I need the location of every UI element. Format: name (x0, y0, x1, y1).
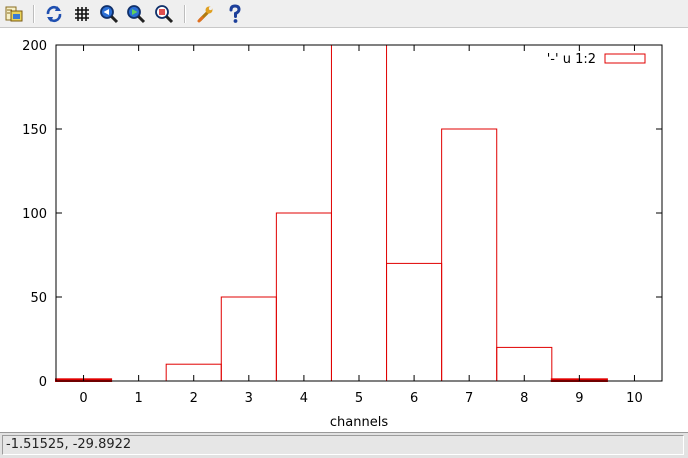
help-icon[interactable] (224, 3, 246, 25)
plot-canvas[interactable]: 0 1 2 3 4 5 6 7 8 9 10 0 50 100 150 200 channels '-' u … (0, 28, 688, 432)
x-tick-label: 0 (79, 391, 87, 406)
histogram-bar (220, 296, 277, 382)
autoscale-icon[interactable] (153, 3, 175, 25)
y-tick-label: 150 (22, 123, 47, 138)
replot-icon[interactable] (43, 3, 65, 25)
histogram-bar (441, 128, 498, 382)
x-tick-label: 10 (626, 391, 643, 406)
x-tick-label: 5 (355, 391, 363, 406)
grid-icon[interactable] (71, 3, 93, 25)
x-tick-label: 9 (575, 391, 583, 406)
status-bar: -1.51525, -29.8922 (0, 432, 688, 458)
legend-swatch (604, 53, 646, 64)
histogram-bar (275, 212, 332, 382)
coordinates-readout: -1.51525, -29.8922 (2, 435, 684, 455)
y-tick-label: 100 (22, 207, 47, 222)
plot-frame (55, 44, 663, 382)
toolbar (0, 0, 688, 28)
x-tick-label: 7 (465, 391, 473, 406)
x-tick-label: 1 (134, 391, 142, 406)
legend-label: '-' u 1:2 (547, 52, 596, 67)
x-axis-label: channels (330, 415, 388, 430)
y-tick-label: 50 (30, 291, 47, 306)
x-tick-label: 3 (245, 391, 253, 406)
zoom-previous-icon[interactable] (98, 3, 120, 25)
histogram-bar (330, 44, 388, 382)
settings-wrench-icon[interactable] (195, 3, 217, 25)
histogram-bar (386, 262, 443, 382)
export-icon[interactable] (3, 3, 25, 25)
toolbar-separator (33, 5, 35, 23)
y-tick-label: 0 (39, 375, 47, 390)
x-tick-label: 4 (300, 391, 308, 406)
x-tick-label: 6 (410, 391, 418, 406)
x-tick-label: 2 (190, 391, 198, 406)
y-tick-label: 200 (22, 39, 47, 54)
zoom-next-icon[interactable] (125, 3, 147, 25)
toolbar-separator (184, 5, 186, 23)
x-tick-label: 8 (520, 391, 528, 406)
